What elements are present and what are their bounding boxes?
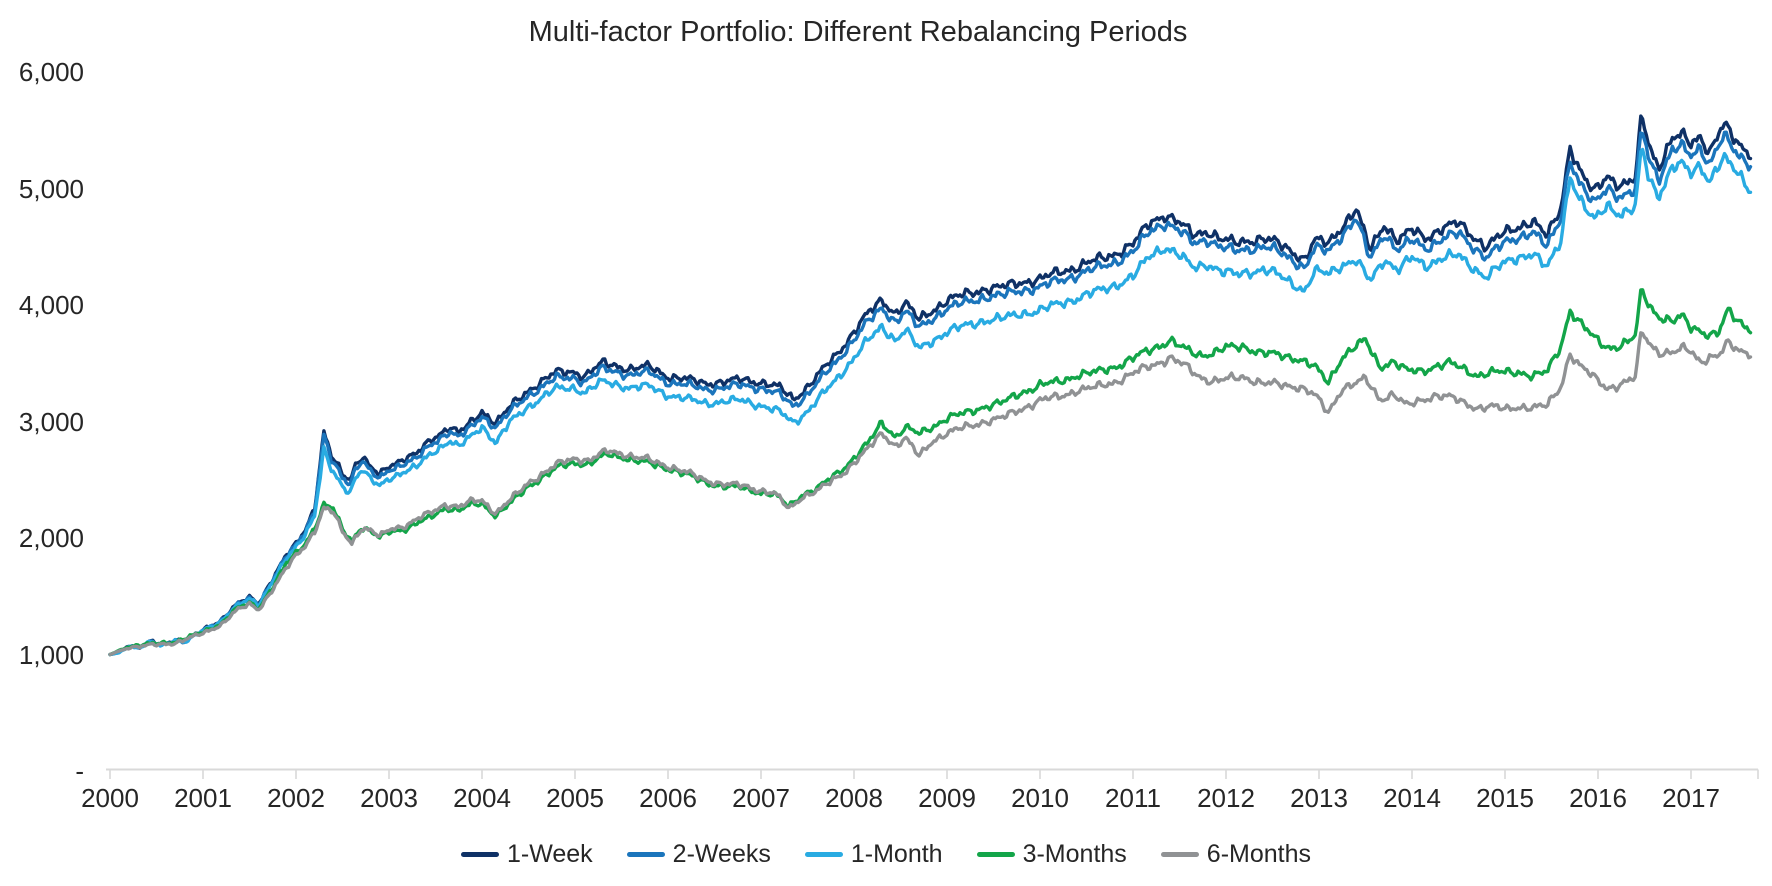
legend-item-6-months: 6-Months xyxy=(1160,840,1312,869)
legend-label: 1-Week xyxy=(506,840,593,868)
x-axis-tick-label: 2014 xyxy=(1383,783,1441,813)
y-axis-tick-label: 4,000 xyxy=(18,290,84,320)
x-axis-tick-label: 2000 xyxy=(81,783,139,813)
y-axis-tick-label: 1,000 xyxy=(18,639,84,670)
y-axis-tick-label: 5,000 xyxy=(18,173,84,204)
chart-title: Multi-factor Portfolio: Different Rebala… xyxy=(528,16,1188,48)
y-axis-tick-label: 6,000 xyxy=(18,57,84,87)
series-line-2-weeks xyxy=(108,130,1753,657)
legend-line-swatch xyxy=(976,852,1015,857)
legend-line-swatch xyxy=(626,852,665,857)
x-axis-tick-label: 2001 xyxy=(174,783,232,813)
legend-label: 6-Months xyxy=(1206,840,1312,868)
x-axis-tick-label: 2002 xyxy=(267,783,325,813)
legend-item-3-months: 3-Months xyxy=(976,840,1127,869)
legend-line-swatch xyxy=(804,852,843,857)
legend-item-1-week: 1-Week xyxy=(460,840,593,869)
x-axis-tick-label: 2013 xyxy=(1290,783,1348,813)
series-line-1-week xyxy=(108,114,1753,657)
x-axis-tick-label: 2012 xyxy=(1197,783,1255,813)
x-axis-tick-label: 2008 xyxy=(825,783,883,813)
legend-item-1-month: 1-Month xyxy=(804,840,943,869)
legend-line-swatch xyxy=(460,852,499,857)
x-axis-tick-label: 2010 xyxy=(1011,783,1069,813)
x-axis-tick-label: 2004 xyxy=(453,783,511,813)
x-axis-tick-label: 2011 xyxy=(1105,783,1161,813)
x-axis-tick-label: 2005 xyxy=(546,783,604,813)
x-axis-tick-label: 2009 xyxy=(918,783,976,813)
x-axis-tick-label: 2015 xyxy=(1476,783,1534,813)
x-axis-tick-label: 2006 xyxy=(639,783,697,813)
y-axis-tick-label: 3,000 xyxy=(18,406,84,437)
x-axis-tick-label: 2003 xyxy=(360,783,418,813)
y-axis-tick-label: - xyxy=(75,756,84,786)
x-axis-tick-label: 2016 xyxy=(1569,783,1627,813)
legend-label: 1-Month xyxy=(850,840,943,868)
y-axis-tick-label: 2,000 xyxy=(18,523,84,553)
legend-line-swatch xyxy=(1160,852,1199,857)
series-line-6-months xyxy=(108,331,1753,657)
legend-label: 3-Months xyxy=(1022,840,1127,868)
legend-item-2-weeks: 2-Weeks xyxy=(626,840,771,869)
chart-legend: 1-Week 2-Weeks 1-Month 3-Months 6-Months xyxy=(0,840,1772,869)
x-axis-tick-label: 2017 xyxy=(1662,783,1720,813)
legend-label: 2-Weeks xyxy=(672,840,771,868)
series-line-1-month xyxy=(108,147,1753,657)
x-axis-tick-label: 2007 xyxy=(732,783,790,813)
